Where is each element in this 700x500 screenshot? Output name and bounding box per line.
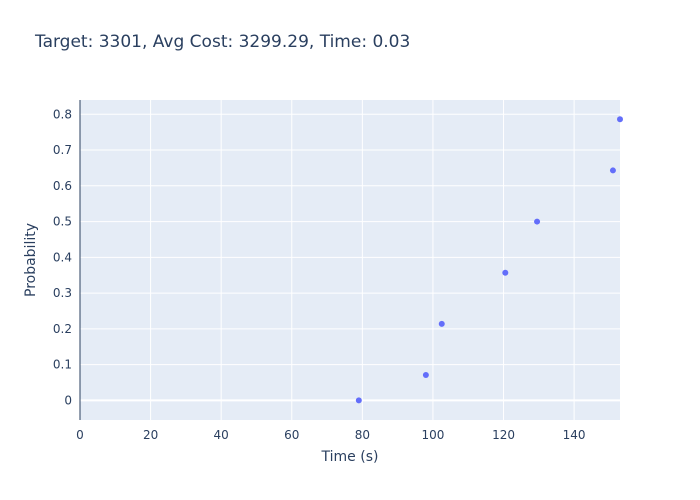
x-tick-label: 80 [355, 428, 370, 442]
y-tick-label: 0.8 [53, 107, 72, 121]
data-point [422, 371, 429, 378]
plot-area [80, 100, 620, 420]
y-tick-label: 0.2 [53, 322, 72, 336]
x-tick-label: 40 [214, 428, 229, 442]
x-tick-label: 20 [143, 428, 158, 442]
y-tick-label: 0.3 [53, 286, 72, 300]
data-points [355, 116, 623, 404]
grid-lines [80, 100, 620, 420]
y-tick-label: 0.5 [53, 215, 72, 229]
x-tick-label: 0 [76, 428, 84, 442]
y-tick-labels: 0 0.1 0.2 0.3 0.4 0.5 0.6 0.7 0.8 [53, 107, 72, 407]
x-tick-label: 140 [563, 428, 586, 442]
chart-title: Target: 3301, Avg Cost: 3299.29, Time: 0… [35, 32, 411, 52]
y-tick-label: 0 [64, 393, 72, 407]
y-axis-title: Probability [23, 223, 39, 297]
x-tick-labels: 0 20 40 60 80 100 120 140 [76, 428, 585, 442]
data-point [534, 218, 541, 225]
y-tick-label: 0.7 [53, 143, 72, 157]
x-tick-label: 100 [421, 428, 444, 442]
data-point [609, 167, 616, 174]
x-tick-label: 60 [284, 428, 299, 442]
data-point [355, 397, 362, 404]
x-tick-label: 120 [492, 428, 515, 442]
y-tick-label: 0.6 [53, 179, 72, 193]
y-tick-label: 0.1 [53, 358, 72, 372]
y-tick-label: 0.4 [53, 250, 72, 264]
data-point [438, 320, 445, 327]
data-point [617, 116, 623, 123]
x-axis-title: Time (s) [321, 449, 379, 465]
data-point [502, 269, 509, 276]
